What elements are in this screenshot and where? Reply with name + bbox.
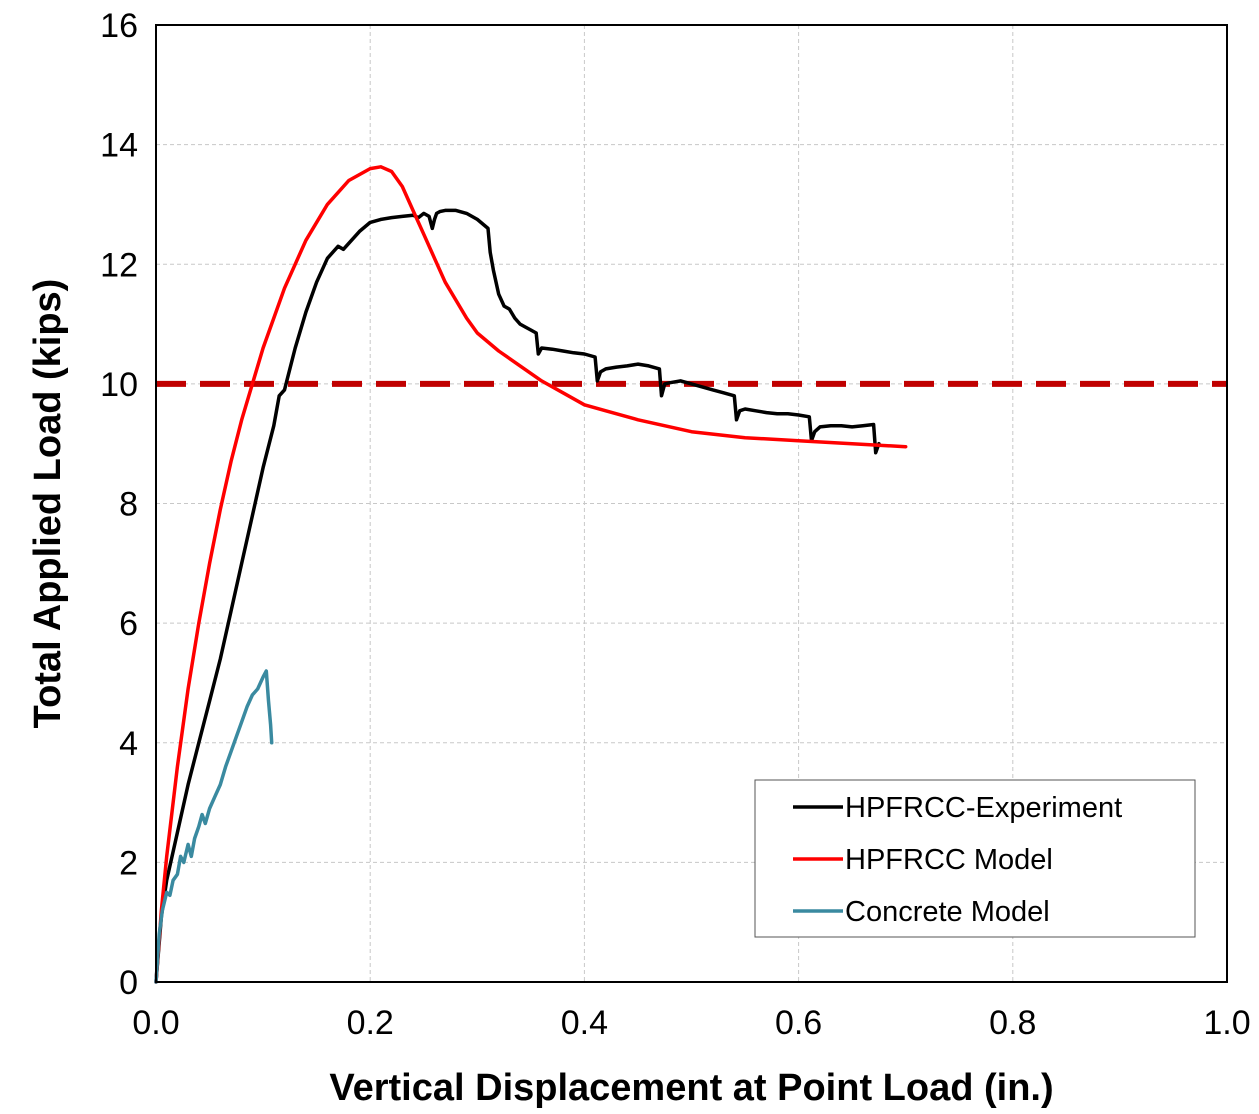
x-tick-label: 0.8 <box>989 1004 1036 1042</box>
y-tick-label: 10 <box>100 366 138 404</box>
y-tick-label: 0 <box>119 964 138 1002</box>
y-tick-label: 14 <box>100 127 138 165</box>
x-tick-label: 0.2 <box>347 1004 394 1042</box>
y-tick-label: 6 <box>119 605 138 643</box>
legend: HPFRCC-Experiment HPFRCC Model Concrete Mo… <box>754 779 1196 938</box>
x-tick-label: 0.6 <box>775 1004 822 1042</box>
x-tick-labels: 0.0 0.2 0.4 0.6 0.8 1.0 <box>132 1004 1250 1042</box>
y-tick-label: 8 <box>119 486 138 524</box>
series-line-hpfrcc-model <box>154 165 908 984</box>
x-tick-label: 0.0 <box>132 1004 179 1042</box>
plot-frame <box>155 24 1228 983</box>
x-tick-label: 0.4 <box>561 1004 608 1042</box>
x-axis-title: Vertical Displacement at Point Load (in.… <box>329 1067 1053 1109</box>
y-tick-labels: 0 2 4 6 8 10 12 14 16 <box>100 7 138 1002</box>
data-series <box>154 165 908 984</box>
series-line-hpfrcc-experiment <box>154 208 881 984</box>
y-axis-title: Total Applied Load (kips) <box>27 279 69 729</box>
legend-items: HPFRCC-Experiment HPFRCC Model Concrete Mo… <box>793 792 1122 928</box>
legend-label: HPFRCC Model <box>845 844 1053 876</box>
y-tick-label: 16 <box>100 7 138 45</box>
x-tick-label: 1.0 <box>1203 1004 1250 1042</box>
series-line-concrete-model <box>154 669 274 984</box>
legend-label: Concrete Model <box>845 896 1050 928</box>
y-tick-label: 12 <box>100 246 138 284</box>
legend-label: HPFRCC-Experiment <box>845 792 1122 824</box>
y-tick-label: 4 <box>119 725 138 763</box>
y-tick-label: 2 <box>119 844 138 882</box>
